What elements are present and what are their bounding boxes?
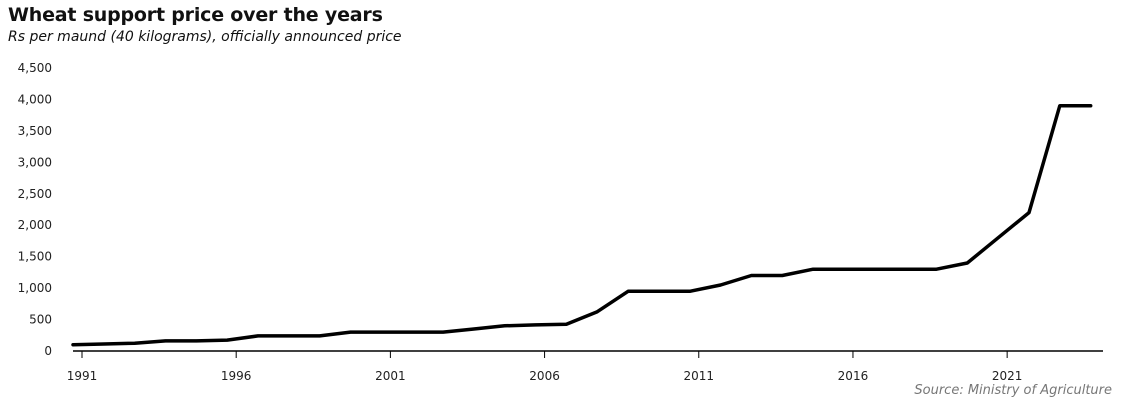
chart-subtitle: Rs per maund (40 kilograms), officially …	[8, 29, 402, 45]
y-tick-label: 4,000	[18, 92, 52, 106]
series-line	[71, 103, 1093, 347]
x-tick-label: 1996	[221, 369, 252, 383]
source-note: Source: Ministry of Agriculture	[914, 383, 1112, 398]
y-tick-label: 0	[44, 344, 52, 358]
x-tick-label: 2011	[683, 369, 714, 383]
x-tick-label: 2001	[375, 369, 406, 383]
y-tick-label: 2,000	[18, 218, 52, 232]
y-tick-label: 1,000	[18, 281, 52, 295]
y-tick-label: 1,500	[18, 250, 52, 264]
y-tick-label: 3,000	[18, 155, 52, 169]
y-tick-label: 3,500	[18, 124, 52, 138]
y-tick-label: 2,500	[18, 187, 52, 201]
x-tick-label: 2016	[838, 369, 869, 383]
chart-title: Wheat support price over the years	[8, 4, 383, 26]
x-tick-label: 2006	[529, 369, 560, 383]
x-tick-label: 2021	[992, 369, 1023, 383]
y-tick-label: 500	[29, 313, 52, 327]
x-tick-label: 1991	[67, 369, 98, 383]
y-tick-label: 4,500	[18, 61, 52, 75]
